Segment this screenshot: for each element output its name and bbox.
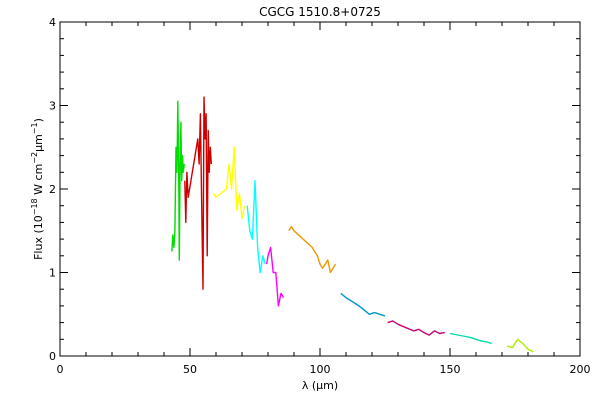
axis-ticks xyxy=(59,21,581,357)
y-tick-label: 2 xyxy=(49,183,56,196)
y-tick-label: 3 xyxy=(49,100,56,113)
y-tick-label: 1 xyxy=(49,267,56,280)
series-line-8 xyxy=(387,320,445,336)
x-tick-label: 50 xyxy=(183,363,197,376)
x-tick-label: 0 xyxy=(57,363,64,376)
x-axis-label: λ (μm) xyxy=(302,379,338,392)
series-line-7 xyxy=(340,292,386,317)
series-line-10 xyxy=(506,338,534,353)
series-line-1 xyxy=(171,100,185,261)
x-tick-label: 200 xyxy=(570,363,591,376)
x-tick-label: 150 xyxy=(440,363,461,376)
x-tick-label: 100 xyxy=(310,363,331,376)
y-tick-label: 4 xyxy=(49,16,56,29)
series-layer xyxy=(171,96,534,353)
tick-labels: 0 50 100 150 200 0 1 2 3 4 xyxy=(49,16,591,376)
series-line-9 xyxy=(449,332,492,345)
series-line-3 xyxy=(212,146,246,219)
series-line-6 xyxy=(288,225,337,274)
y-axis-label: Flux (10−18 W cm−2μm−1) xyxy=(30,118,45,260)
series-line-5 xyxy=(266,246,285,307)
series-line-2 xyxy=(184,96,212,290)
y-tick-label: 0 xyxy=(49,350,56,363)
series-line-4 xyxy=(246,179,267,274)
chart-title: CGCG 1510.8+0725 xyxy=(259,5,381,19)
plot-frame xyxy=(59,21,581,357)
